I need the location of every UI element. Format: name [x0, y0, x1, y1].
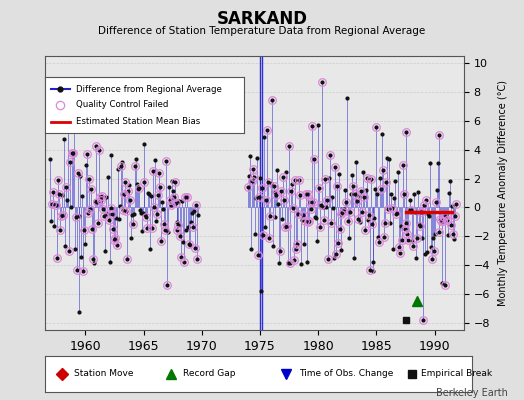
Text: Berkeley Earth: Berkeley Earth: [436, 388, 508, 398]
Text: Time of Obs. Change: Time of Obs. Change: [299, 370, 393, 378]
Text: Difference from Regional Average: Difference from Regional Average: [77, 84, 222, 94]
Text: Record Gap: Record Gap: [183, 370, 236, 378]
Text: Difference of Station Temperature Data from Regional Average: Difference of Station Temperature Data f…: [99, 26, 425, 36]
Text: Empirical Break: Empirical Break: [421, 370, 493, 378]
Text: SARKAND: SARKAND: [216, 10, 308, 28]
Text: Estimated Station Mean Bias: Estimated Station Mean Bias: [77, 117, 201, 126]
Y-axis label: Monthly Temperature Anomaly Difference (°C): Monthly Temperature Anomaly Difference (…: [498, 80, 508, 306]
Text: Quality Control Failed: Quality Control Failed: [77, 100, 169, 109]
Text: Station Move: Station Move: [74, 370, 134, 378]
